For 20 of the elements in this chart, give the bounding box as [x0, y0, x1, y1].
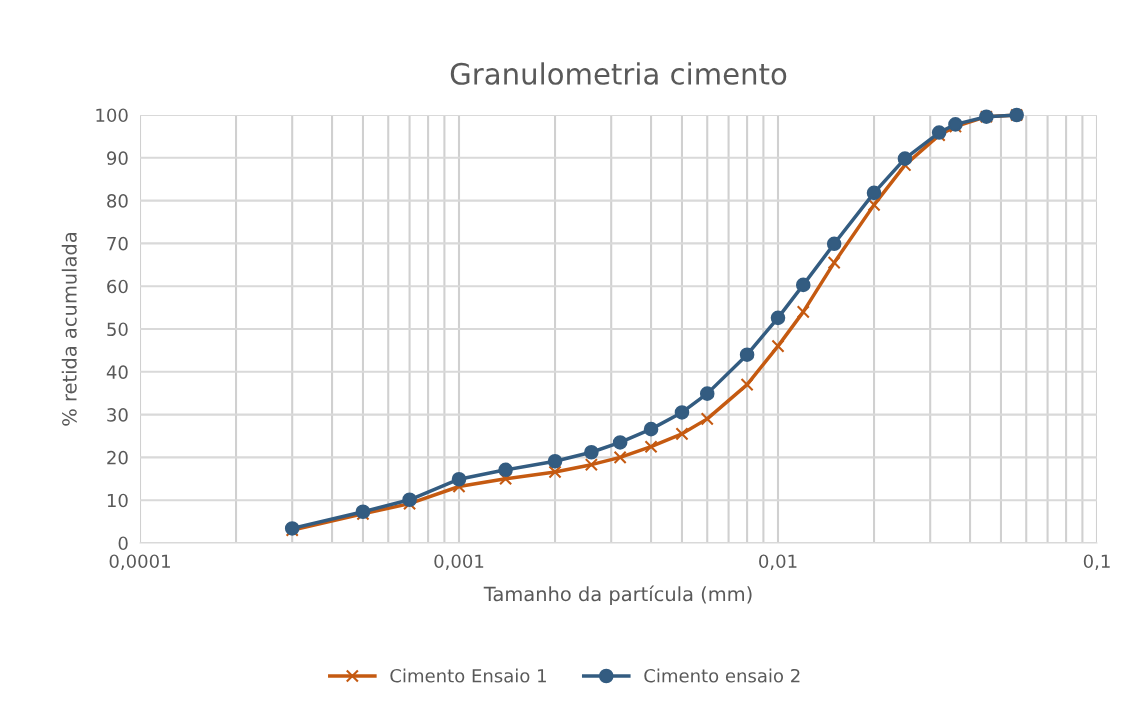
y-tick-label: 50: [107, 322, 128, 337]
legend-label: Cimento Ensaio 1: [390, 668, 546, 683]
x-tick-label: 0,001: [434, 554, 484, 570]
x-tick-label: 0,0001: [109, 554, 170, 570]
y-tick-label: 70: [107, 236, 128, 251]
x-axis-title: Tamanho da partícula (mm): [483, 585, 752, 606]
y-tick-label: 30: [107, 408, 128, 422]
y-tick-label: 40: [106, 365, 128, 379]
y-tick-label: 90: [107, 151, 128, 165]
x-tick-label: 0,1: [1083, 554, 1110, 570]
chart-title: Granulometria cimento: [450, 62, 787, 85]
y-tick-label: 60: [107, 279, 128, 294]
x-tick-label: 0,01: [759, 554, 797, 570]
y-tick-label: 0: [118, 536, 128, 551]
y-tick-label: 100: [96, 108, 128, 123]
legend-label: Cimento ensaio 2: [644, 668, 800, 683]
y-tick-label: 80: [107, 194, 128, 208]
y-tick-label: 20: [107, 450, 128, 465]
y-axis-title: % retida acumulada: [61, 233, 77, 426]
y-tick-label: 10: [107, 493, 128, 508]
